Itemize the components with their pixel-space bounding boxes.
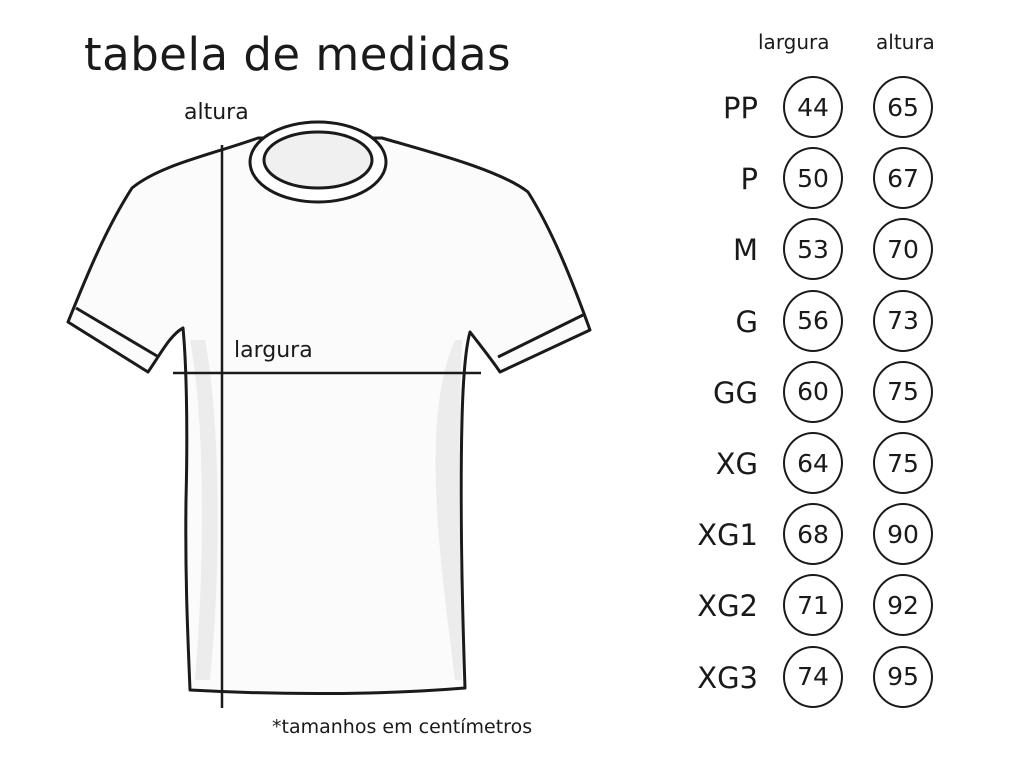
size-row: M 53 70 bbox=[680, 218, 980, 282]
size-label: M bbox=[732, 233, 758, 268]
height-value-circle: 92 bbox=[873, 574, 933, 637]
size-row: GG 60 75 bbox=[680, 360, 980, 425]
size-label: XG3 bbox=[697, 660, 758, 695]
height-value-circle: 90 bbox=[873, 503, 933, 566]
size-label: PP bbox=[723, 91, 758, 125]
column-header-altura: altura bbox=[876, 30, 935, 54]
size-label: P bbox=[740, 162, 759, 197]
width-value-circle: 71 bbox=[783, 574, 843, 637]
width-value-circle: 74 bbox=[783, 645, 843, 708]
width-value-circle: 60 bbox=[783, 360, 843, 423]
height-value-circle: 73 bbox=[873, 289, 933, 352]
width-value-circle: 68 bbox=[783, 503, 843, 566]
collar-inner bbox=[262, 130, 374, 190]
width-label: largura bbox=[234, 338, 313, 363]
size-label: G bbox=[735, 304, 758, 339]
size-row: PP 44 65 bbox=[680, 76, 980, 140]
right-cuff bbox=[497, 313, 584, 359]
width-value-circle: 64 bbox=[783, 432, 843, 494]
page-title: tabela de medidas bbox=[84, 28, 512, 81]
column-header-largura: largura bbox=[758, 30, 830, 54]
height-value-circle: 75 bbox=[873, 432, 933, 494]
width-value-circle: 44 bbox=[783, 76, 843, 138]
height-value-circle: 67 bbox=[873, 147, 933, 210]
size-row: XG 64 75 bbox=[680, 432, 980, 496]
size-label: XG1 bbox=[697, 518, 758, 553]
size-row: XG1 68 90 bbox=[680, 503, 980, 567]
height-value-circle: 70 bbox=[873, 218, 933, 281]
height-label: altura bbox=[184, 100, 249, 125]
footnote: *tamanhos em centímetros bbox=[272, 716, 533, 738]
width-value-circle: 50 bbox=[783, 147, 843, 210]
size-row: XG3 74 95 bbox=[680, 645, 980, 710]
size-row: P 50 67 bbox=[680, 147, 980, 211]
size-row: G 56 73 bbox=[680, 289, 980, 354]
height-value-circle: 75 bbox=[873, 360, 933, 423]
shirt-body-outline bbox=[66, 136, 592, 696]
size-label: GG bbox=[713, 375, 758, 410]
width-value-circle: 53 bbox=[783, 218, 843, 281]
height-value-circle: 65 bbox=[873, 76, 933, 138]
left-cuff bbox=[75, 306, 158, 358]
height-value-circle: 95 bbox=[873, 645, 933, 708]
width-value-circle: 56 bbox=[783, 289, 843, 352]
size-label: XG2 bbox=[697, 589, 758, 624]
size-label: XG bbox=[715, 447, 758, 481]
size-row: XG2 71 92 bbox=[680, 574, 980, 638]
